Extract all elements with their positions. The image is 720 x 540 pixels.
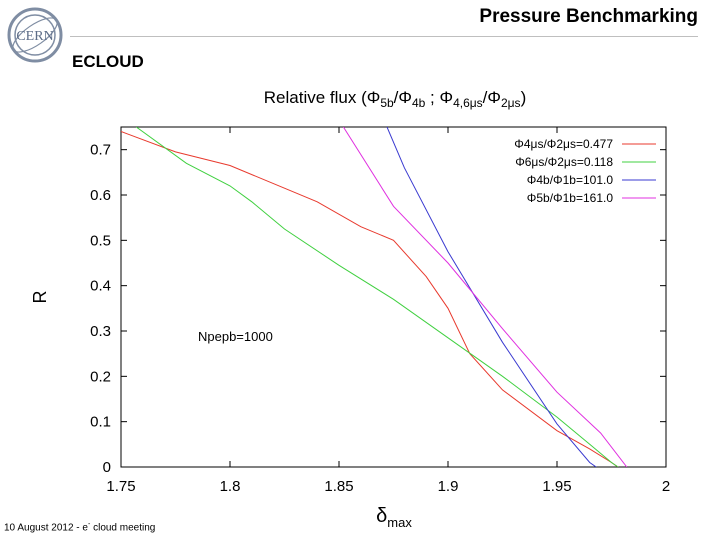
legend-label: Φ5b/Φ1b=161.0 [527,191,614,205]
legend-label: Φ4μs/Φ2μs=0.477 [514,137,613,151]
x-tick-label: 1.75 [106,478,135,495]
series-line-magenta [342,127,628,467]
series-line-green [136,127,619,467]
x-tick-label: 2 [662,478,670,495]
plot-frame [120,126,667,468]
annotation-npepb: Npepb=1000 [198,329,273,344]
slide-subtitle: ECLOUD [72,52,144,71]
footer-suffix: cloud meeting [90,522,156,534]
x-tick-label: 1.95 [542,478,571,495]
legend-label: Φ6μs/Φ2μs=0.118 [515,155,613,169]
y-tick-label: 0.5 [90,232,111,249]
y-tick-label: 0.6 [90,187,111,204]
y-tick-label: 0.2 [90,368,111,385]
slide-title: Pressure Benchmarking [479,6,698,27]
footer: 10 August 2012 - e- cloud meeting [4,521,155,533]
series-line-blue [386,127,597,467]
chart-title: Relative flux (Φ5b/Φ4b ; Φ4,6μs/Φ2μs) [264,88,526,110]
logo-text: CERN [16,29,53,44]
series-line-red [121,131,619,467]
footer-sup: - [87,521,91,528]
y-tick-label: 0.1 [90,414,111,431]
legend-label: Φ4b/Φ1b=101.0 [527,173,614,187]
x-tick-label: 1.8 [220,478,241,495]
x-tick-label: 1.9 [438,478,459,495]
y-tick-label: 0.4 [90,278,111,295]
x-axis-label: δmax [376,505,412,530]
footer-prefix: 10 August 2012 - e [4,522,88,534]
x-tick-label: 1.85 [324,478,353,495]
y-tick-label: 0.7 [90,142,111,159]
y-tick-label: 0.3 [90,323,111,340]
title-rule [70,36,698,37]
cern-logo: CERN [7,7,63,63]
y-axis-label: R [30,291,50,304]
y-tick-label: 0 [103,459,111,476]
